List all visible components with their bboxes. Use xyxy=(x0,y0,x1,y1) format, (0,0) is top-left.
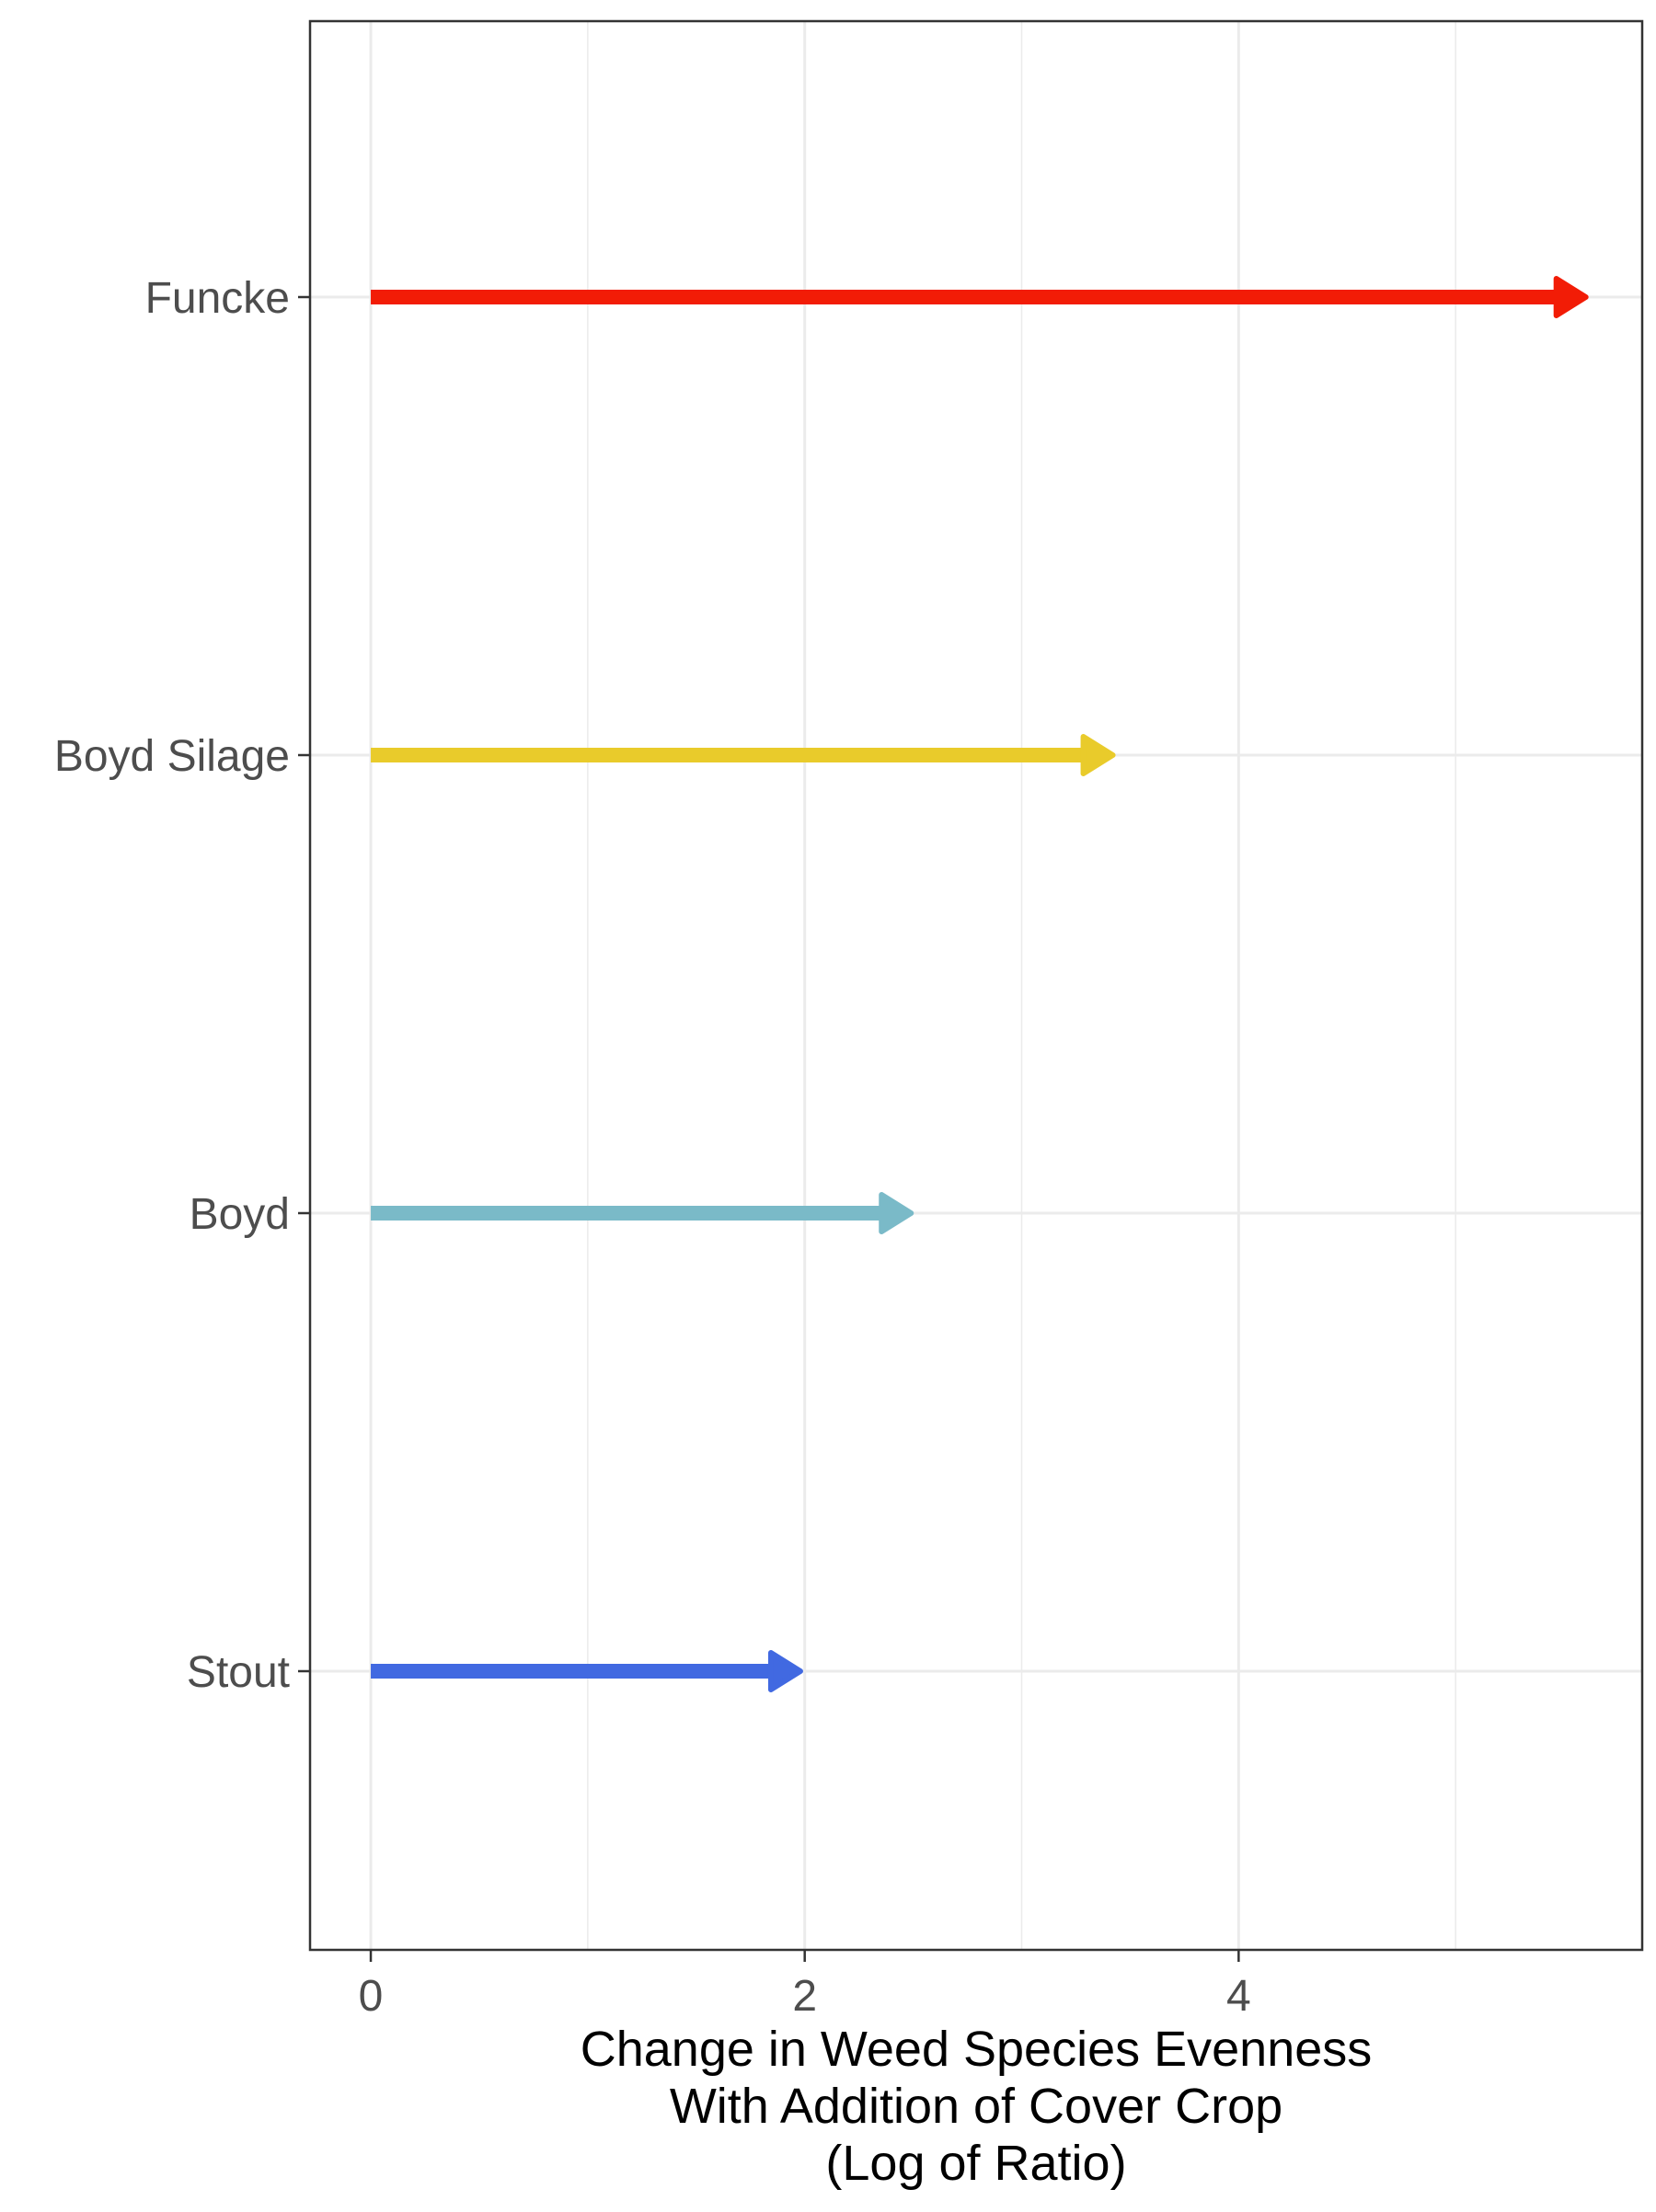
x-tick-label: 4 xyxy=(1226,1972,1251,2021)
x-axis-title-line: With Addition of Cover Crop xyxy=(670,2079,1282,2134)
y-tick-label: Boyd xyxy=(190,1190,290,1239)
y-tick-label: Stout xyxy=(187,1648,290,1697)
arrow-stout xyxy=(371,1650,803,1692)
y-tick-label: Boyd Silage xyxy=(54,732,290,781)
axes: Funcke Boyd Silage Boyd Stout 0 2 4 xyxy=(54,274,1251,2021)
plot-panel-border xyxy=(308,19,1644,1952)
x-tick-label: 0 xyxy=(359,1972,384,2021)
x-axis-title-line: (Log of Ratio) xyxy=(825,2136,1126,2191)
arrow-funcke xyxy=(371,276,1589,318)
arrow-head xyxy=(1080,734,1116,776)
arrow-boyd-silage xyxy=(371,734,1116,776)
arrow-boyd xyxy=(371,1192,914,1234)
arrow-head xyxy=(767,1650,803,1692)
data-arrows xyxy=(371,276,1589,1692)
x-tick-label: 2 xyxy=(792,1972,817,2021)
arrow-head xyxy=(1553,276,1589,318)
y-tick-label: Funcke xyxy=(145,274,290,323)
x-axis-title-line: Change in Weed Species Evenness xyxy=(581,2022,1373,2077)
x-axis-title: Change in Weed Species Evenness With Addi… xyxy=(581,2022,1373,2191)
arrow-head xyxy=(879,1192,914,1234)
